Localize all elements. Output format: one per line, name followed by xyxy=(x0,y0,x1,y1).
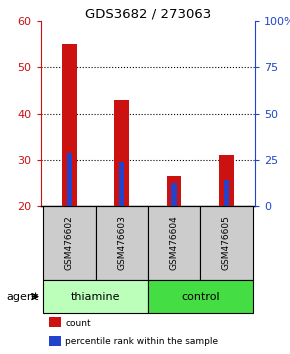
Bar xyxy=(119,162,124,206)
Bar xyxy=(62,44,77,206)
Bar xyxy=(49,336,61,346)
Text: count: count xyxy=(65,319,91,328)
Bar xyxy=(67,153,72,206)
Bar xyxy=(171,183,177,206)
Text: GSM476602: GSM476602 xyxy=(65,216,74,270)
Bar xyxy=(114,100,129,206)
Text: GSM476605: GSM476605 xyxy=(222,215,231,270)
Bar xyxy=(49,318,61,327)
Text: percentile rank within the sample: percentile rank within the sample xyxy=(65,337,218,346)
Bar xyxy=(148,206,200,280)
Bar xyxy=(43,280,148,313)
Bar xyxy=(96,206,148,280)
Bar xyxy=(219,155,234,206)
Text: thiamine: thiamine xyxy=(71,292,120,302)
Title: GDS3682 / 273063: GDS3682 / 273063 xyxy=(85,7,211,20)
Bar xyxy=(43,206,96,280)
Bar xyxy=(167,176,182,206)
Bar xyxy=(148,280,253,313)
Text: GSM476604: GSM476604 xyxy=(170,216,179,270)
Bar xyxy=(200,206,253,280)
Text: agent: agent xyxy=(7,292,39,302)
Text: GSM476603: GSM476603 xyxy=(117,215,126,270)
Text: control: control xyxy=(181,292,220,302)
Bar xyxy=(224,179,229,206)
